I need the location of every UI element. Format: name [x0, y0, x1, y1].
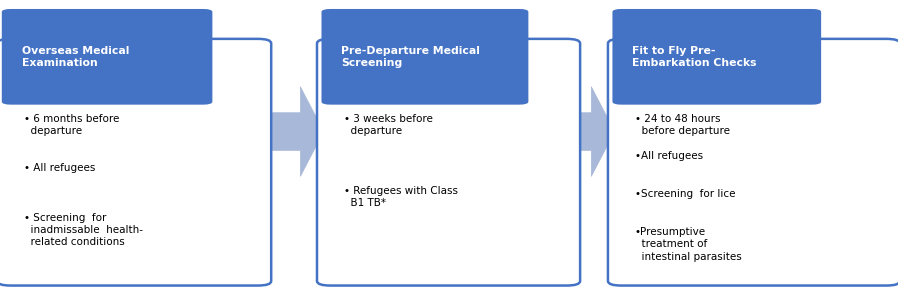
- FancyBboxPatch shape: [321, 9, 528, 105]
- Text: • 3 weeks before
  departure: • 3 weeks before departure: [344, 114, 433, 136]
- Text: • 6 months before
  departure: • 6 months before departure: [24, 114, 119, 136]
- FancyBboxPatch shape: [0, 39, 271, 286]
- FancyBboxPatch shape: [2, 9, 212, 105]
- FancyBboxPatch shape: [317, 39, 580, 286]
- Text: • 24 to 48 hours
  before departure: • 24 to 48 hours before departure: [635, 114, 730, 136]
- Text: • Refugees with Class
  B1 TB*: • Refugees with Class B1 TB*: [344, 186, 458, 208]
- Text: •Presumptive
  treatment of
  intestinal parasites: •Presumptive treatment of intestinal par…: [635, 227, 742, 262]
- Text: •Screening  for lice: •Screening for lice: [635, 189, 735, 199]
- FancyBboxPatch shape: [608, 39, 898, 286]
- Text: Overseas Medical
Examination: Overseas Medical Examination: [22, 46, 129, 68]
- FancyBboxPatch shape: [612, 9, 821, 105]
- Text: • Screening  for
  inadmissable  health-
  related conditions: • Screening for inadmissable health- rel…: [24, 213, 144, 248]
- Polygon shape: [557, 87, 614, 176]
- Text: • All refugees: • All refugees: [24, 163, 95, 173]
- Text: Pre-Departure Medical
Screening: Pre-Departure Medical Screening: [341, 46, 480, 68]
- Text: •All refugees: •All refugees: [635, 151, 703, 161]
- Text: Fit to Fly Pre-
Embarkation Checks: Fit to Fly Pre- Embarkation Checks: [632, 46, 757, 68]
- Polygon shape: [266, 87, 324, 176]
